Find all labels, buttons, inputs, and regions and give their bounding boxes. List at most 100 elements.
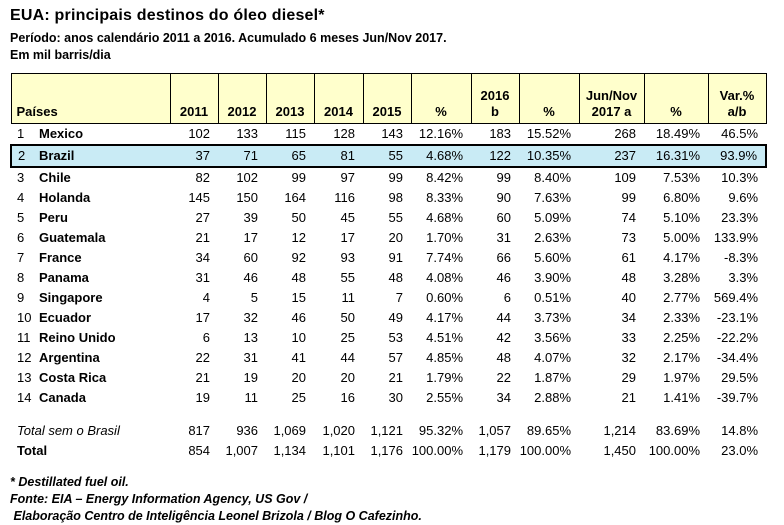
cell-value: 66 (496, 250, 512, 265)
cell-value: 61 (621, 250, 637, 265)
cell-value: -22.2% (716, 330, 759, 345)
cell-value: 3.56% (534, 330, 572, 345)
cell-value: 16 (340, 390, 356, 405)
cell-value: 32 (243, 310, 259, 325)
cell-value: 143 (381, 126, 404, 141)
cell-value: 13 (243, 330, 259, 345)
total-value: 854 (188, 443, 211, 458)
cell-value: 145 (188, 190, 211, 205)
total-value: 1,214 (603, 423, 637, 438)
cell-value: 150 (236, 190, 259, 205)
cell-value: 31 (243, 350, 259, 365)
column-header: % (643, 73, 709, 124)
cell-value: 4.85% (426, 350, 464, 365)
cell-value: 15 (291, 290, 307, 305)
cell-rank: 12 (17, 350, 32, 365)
cell-country: Singapore (39, 290, 103, 305)
cell-value: 7.63% (534, 190, 572, 205)
cell-value: 237 (579, 144, 645, 168)
cell-value: 20 (388, 230, 404, 245)
cell-rank: 7 (17, 250, 25, 265)
cell-value: 33 (621, 330, 637, 345)
table-row: 12 Argentina 22 31 41 44 57 4.85% 48 4.07% 32 2.17%… (11, 348, 766, 368)
table-row: 7 France 34 60 92 93 91 7.74% 66 5.60% 61 4.17% -8.3… (11, 248, 766, 268)
cell-value: 15.52% (526, 126, 572, 141)
spacer-cell (11, 408, 766, 421)
cell-rank: 3 (17, 170, 25, 185)
spacer-row (11, 408, 766, 421)
cell-country: Reino Unido (39, 330, 116, 345)
cell-value: 8.33% (426, 190, 464, 205)
cell-rank: 6 (17, 230, 25, 245)
cell-value: 44 (340, 350, 356, 365)
footnotes: * Destillated fuel oil. Fonte: EIA – Ener… (10, 474, 774, 525)
cell-value: 97 (340, 170, 356, 185)
cell-value: 0.51% (534, 290, 572, 305)
total-value: 100.00% (411, 443, 464, 458)
cell-value: 90 (496, 190, 512, 205)
column-header: 2014 (313, 73, 364, 124)
cell-value: 10.35% (519, 144, 580, 168)
column-header: % (410, 73, 472, 124)
cell-country: Argentina (39, 350, 100, 365)
cell-rank: 4 (17, 190, 25, 205)
cell-value: 268 (614, 126, 637, 141)
column-header: 2016 b (470, 73, 520, 124)
total-value: 1,057 (478, 423, 512, 438)
cell-rank: 2 (10, 144, 37, 168)
cell-value: 20 (291, 370, 307, 385)
cell-value: 18.49% (655, 126, 701, 141)
cell-value: 109 (614, 170, 637, 185)
cell-value: 11 (341, 290, 356, 305)
total-value: 1,007 (225, 443, 259, 458)
cell-value: 21 (195, 370, 211, 385)
cell-value: 60 (496, 210, 512, 225)
cell-value: 99 (496, 170, 512, 185)
cell-value: 57 (388, 350, 404, 365)
cell-value: 122 (471, 144, 520, 168)
cell-value: 3.3% (728, 270, 759, 285)
cell-value: 7.53% (663, 170, 701, 185)
cell-value: 27 (195, 210, 211, 225)
cell-value: 55 (363, 144, 412, 168)
cell-rank: 8 (17, 270, 25, 285)
cell-value: 34 (621, 310, 637, 325)
cell-value: 34 (195, 250, 211, 265)
cell-rank: 5 (17, 210, 25, 225)
cell-value: 31 (496, 230, 512, 245)
cell-rank: 10 (17, 310, 32, 325)
cell-value: 46.5% (721, 126, 759, 141)
footnote-line: Elaboração Centro de Inteligência Leonel… (10, 509, 422, 523)
cell-value: 5.09% (534, 210, 572, 225)
cell-rank: 1 (17, 126, 25, 141)
cell-value: 25 (340, 330, 356, 345)
cell-value: 133 (236, 126, 259, 141)
cell-value: 25 (291, 390, 307, 405)
total-value: 100.00% (648, 443, 701, 458)
table-row: 6 Guatemala 21 17 12 17 20 1.70% 31 2.63% 73 5.00% 1… (11, 228, 766, 248)
total-value: 936 (236, 423, 259, 438)
footnote-line: Fonte: EIA – Energy Information Agency, … (10, 492, 308, 506)
cell-value: 102 (188, 126, 211, 141)
cell-value: 0.60% (426, 290, 464, 305)
cell-value: 2.33% (663, 310, 701, 325)
cell-value: 55 (388, 210, 404, 225)
cell-value: 31 (195, 270, 211, 285)
total-value: 1,134 (273, 443, 307, 458)
cell-value: 44 (496, 310, 512, 325)
cell-value: 7.74% (426, 250, 464, 265)
cell-value: 17 (195, 310, 211, 325)
table-header: Países 2011 2012 2013 2014 2015% 2016 b% Jun/No… (10, 73, 767, 124)
footnote-line: * Destillated fuel oil. (10, 475, 129, 489)
table-row: 3 Chile 82 102 99 97 99 8.42% 99 8.40% 109 7.53% 10.… (11, 167, 766, 188)
cell-value: 46 (243, 270, 259, 285)
table-row: 11 Reino Unido 6 13 10 25 53 4.51% 42 3.56% 33 2.25… (11, 328, 766, 348)
table-row: 13 Costa Rica 21 19 20 20 21 1.79% 22 1.87% 29 1.97… (11, 368, 766, 388)
cell-value: 81 (314, 144, 364, 168)
cell-value: 10 (291, 330, 307, 345)
cell-country: Holanda (39, 190, 91, 205)
cell-value: -23.1% (716, 310, 759, 325)
cell-value: 55 (340, 270, 356, 285)
cell-rank: 13 (17, 370, 32, 385)
column-header: 2013 (265, 73, 315, 124)
